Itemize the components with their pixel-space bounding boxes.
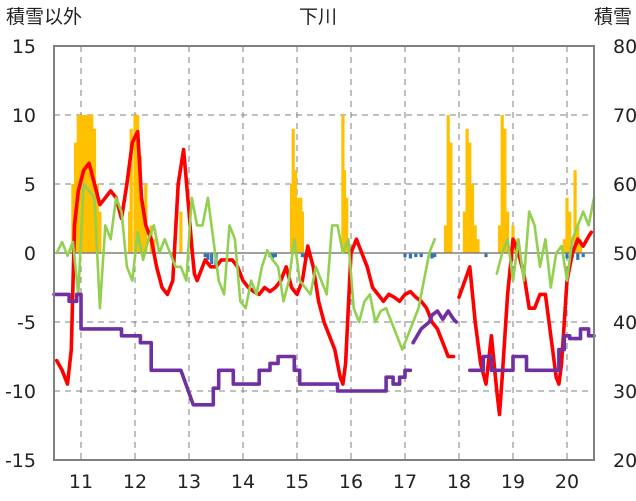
orange-bar <box>562 239 566 253</box>
orange-bar <box>473 225 477 253</box>
x-tick-label: 12 <box>123 471 147 493</box>
blue-bar <box>403 253 407 258</box>
blue-bar <box>433 253 437 258</box>
blue-bar <box>408 253 412 259</box>
orange-bar <box>299 197 303 253</box>
blue-bar <box>273 253 277 258</box>
orange-bar <box>565 197 569 253</box>
x-tick-label: 14 <box>231 471 255 493</box>
orange-bar <box>98 211 102 253</box>
orange-bar <box>296 197 300 253</box>
orange-bar <box>95 184 99 253</box>
x-tick-label: 20 <box>555 471 579 493</box>
orange-bar <box>291 128 295 253</box>
right-tick-label: 30 <box>613 381 636 403</box>
orange-bar <box>345 197 349 253</box>
orange-bar <box>449 142 453 253</box>
left-tick-label: 5 <box>24 174 36 196</box>
orange-bar <box>470 184 475 253</box>
right-tick-label: 40 <box>613 312 636 334</box>
blue-bar <box>203 253 207 258</box>
x-tick-label: 16 <box>339 471 363 493</box>
x-tick-labels: 11 12 13 14 15 16 17 18 19 20 <box>69 471 579 493</box>
green-series-line <box>495 196 596 289</box>
orange-bar <box>468 142 472 253</box>
x-tick-label: 11 <box>69 471 93 493</box>
blue-bar <box>484 253 488 258</box>
purple-series-line <box>411 309 459 345</box>
blue-bar <box>430 253 434 259</box>
right-axis-label: 積雪 <box>594 6 632 28</box>
orange-bar <box>87 115 91 253</box>
orange-bar <box>293 170 297 253</box>
chart-title: 下川 <box>299 6 337 28</box>
x-tick-label: 19 <box>501 471 525 493</box>
orange-bar <box>568 211 572 253</box>
left-tick-label: -5 <box>17 312 36 334</box>
blue-bar <box>210 253 214 265</box>
orange-bar <box>465 128 469 253</box>
plot-frame <box>53 45 595 461</box>
orange-bar <box>129 128 133 253</box>
left-tick-label: -10 <box>5 381 36 403</box>
left-tick-label: -15 <box>5 450 36 472</box>
orange-bar <box>443 225 448 253</box>
orange-bar <box>71 184 75 253</box>
orange-bar <box>141 211 145 253</box>
right-tick-label: 80 <box>613 36 636 58</box>
orange-bar <box>133 115 137 253</box>
blue-bar <box>300 253 304 258</box>
blue-bar <box>271 253 275 259</box>
x-tick-label: 13 <box>177 471 201 493</box>
left-tick-labels: 15 10 5 0 -5 -10 -15 <box>5 36 36 472</box>
orange-bar <box>446 115 450 253</box>
blue-bar <box>581 253 585 258</box>
x-tick-label: 17 <box>393 471 417 493</box>
left-tick-label: 10 <box>12 105 36 127</box>
orange-bar <box>90 115 94 253</box>
x-tick-label: 18 <box>447 471 471 493</box>
orange-bar <box>342 170 347 253</box>
left-axis-label: 積雪以外 <box>6 6 82 28</box>
left-tick-label: 15 <box>12 36 36 58</box>
orange-bar <box>462 211 466 253</box>
orange-bar <box>138 156 142 253</box>
orange-bar <box>500 115 504 253</box>
series-lines <box>52 129 596 417</box>
purple-series-line <box>467 327 596 373</box>
orange-bar <box>503 128 507 253</box>
right-tick-label: 70 <box>613 105 636 127</box>
blue-bar <box>419 253 423 258</box>
orange-bar <box>179 211 183 253</box>
purple-series-line <box>52 292 413 407</box>
red-series-line <box>54 129 456 386</box>
blue-bar <box>206 253 210 260</box>
orange-bar <box>578 239 583 253</box>
blue-bar <box>565 253 569 259</box>
x-tick-label: 15 <box>285 471 309 493</box>
orange-bar <box>497 225 502 253</box>
orange-bar <box>136 115 140 253</box>
orange-bar <box>300 211 304 253</box>
right-tick-labels: 80 70 60 50 40 30 20 <box>613 36 636 472</box>
right-tick-label: 20 <box>613 450 636 472</box>
orange-bar <box>476 239 480 253</box>
orange-bar <box>290 184 294 253</box>
orange-bar <box>341 115 345 253</box>
orange-bar <box>84 115 88 253</box>
orange-bar <box>573 170 577 253</box>
blue-bar <box>576 253 580 260</box>
right-tick-label: 50 <box>613 243 636 265</box>
left-tick-label: 0 <box>24 243 36 265</box>
blue-bar <box>414 253 418 258</box>
orange-bar <box>74 142 78 253</box>
orange-bar <box>128 211 132 253</box>
green-series-line <box>55 182 437 351</box>
orange-bar <box>506 211 510 253</box>
right-tick-label: 60 <box>613 174 636 196</box>
